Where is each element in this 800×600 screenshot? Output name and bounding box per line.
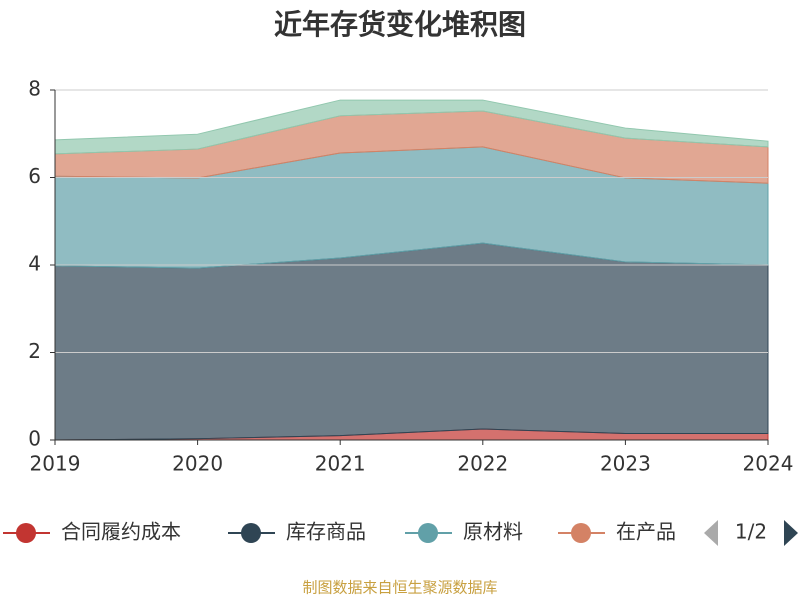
y-tick-label: 0 bbox=[28, 427, 41, 451]
source-note: 制图数据来自恒生聚源数据库 bbox=[302, 579, 497, 597]
x-tick-label: 2020 bbox=[172, 452, 223, 476]
x-tick-label: 2024 bbox=[743, 452, 794, 476]
legend-marker bbox=[16, 523, 36, 543]
x-tick-label: 2019 bbox=[30, 452, 81, 476]
legend-marker bbox=[418, 523, 438, 543]
y-tick-label: 8 bbox=[28, 77, 41, 101]
legend-page: 1/2 bbox=[735, 520, 767, 544]
area bbox=[54, 242, 769, 441]
legend-marker bbox=[241, 523, 261, 543]
y-tick-label: 4 bbox=[28, 252, 41, 276]
chart-title: 近年存货变化堆积图 bbox=[274, 8, 526, 41]
grid bbox=[55, 89, 768, 353]
legend: 合同履约成本 库存商品 原材料 在产品 bbox=[3, 520, 676, 544]
area bbox=[54, 99, 769, 155]
legend-label: 原材料 bbox=[463, 520, 523, 544]
legend-marker bbox=[571, 523, 591, 543]
y-tick-label: 2 bbox=[28, 339, 41, 363]
x-tick-label: 2022 bbox=[457, 452, 508, 476]
plot-area bbox=[54, 99, 769, 441]
x-tick-label: 2021 bbox=[315, 452, 366, 476]
legend-label: 合同履约成本 bbox=[61, 520, 181, 544]
legend-prev[interactable] bbox=[704, 520, 718, 546]
legend-next[interactable] bbox=[784, 520, 798, 546]
y-tick-label: 6 bbox=[28, 164, 41, 188]
legend-label: 在产品 bbox=[616, 520, 676, 544]
x-tick-label: 2023 bbox=[600, 452, 651, 476]
legend-label: 库存商品 bbox=[286, 520, 366, 544]
